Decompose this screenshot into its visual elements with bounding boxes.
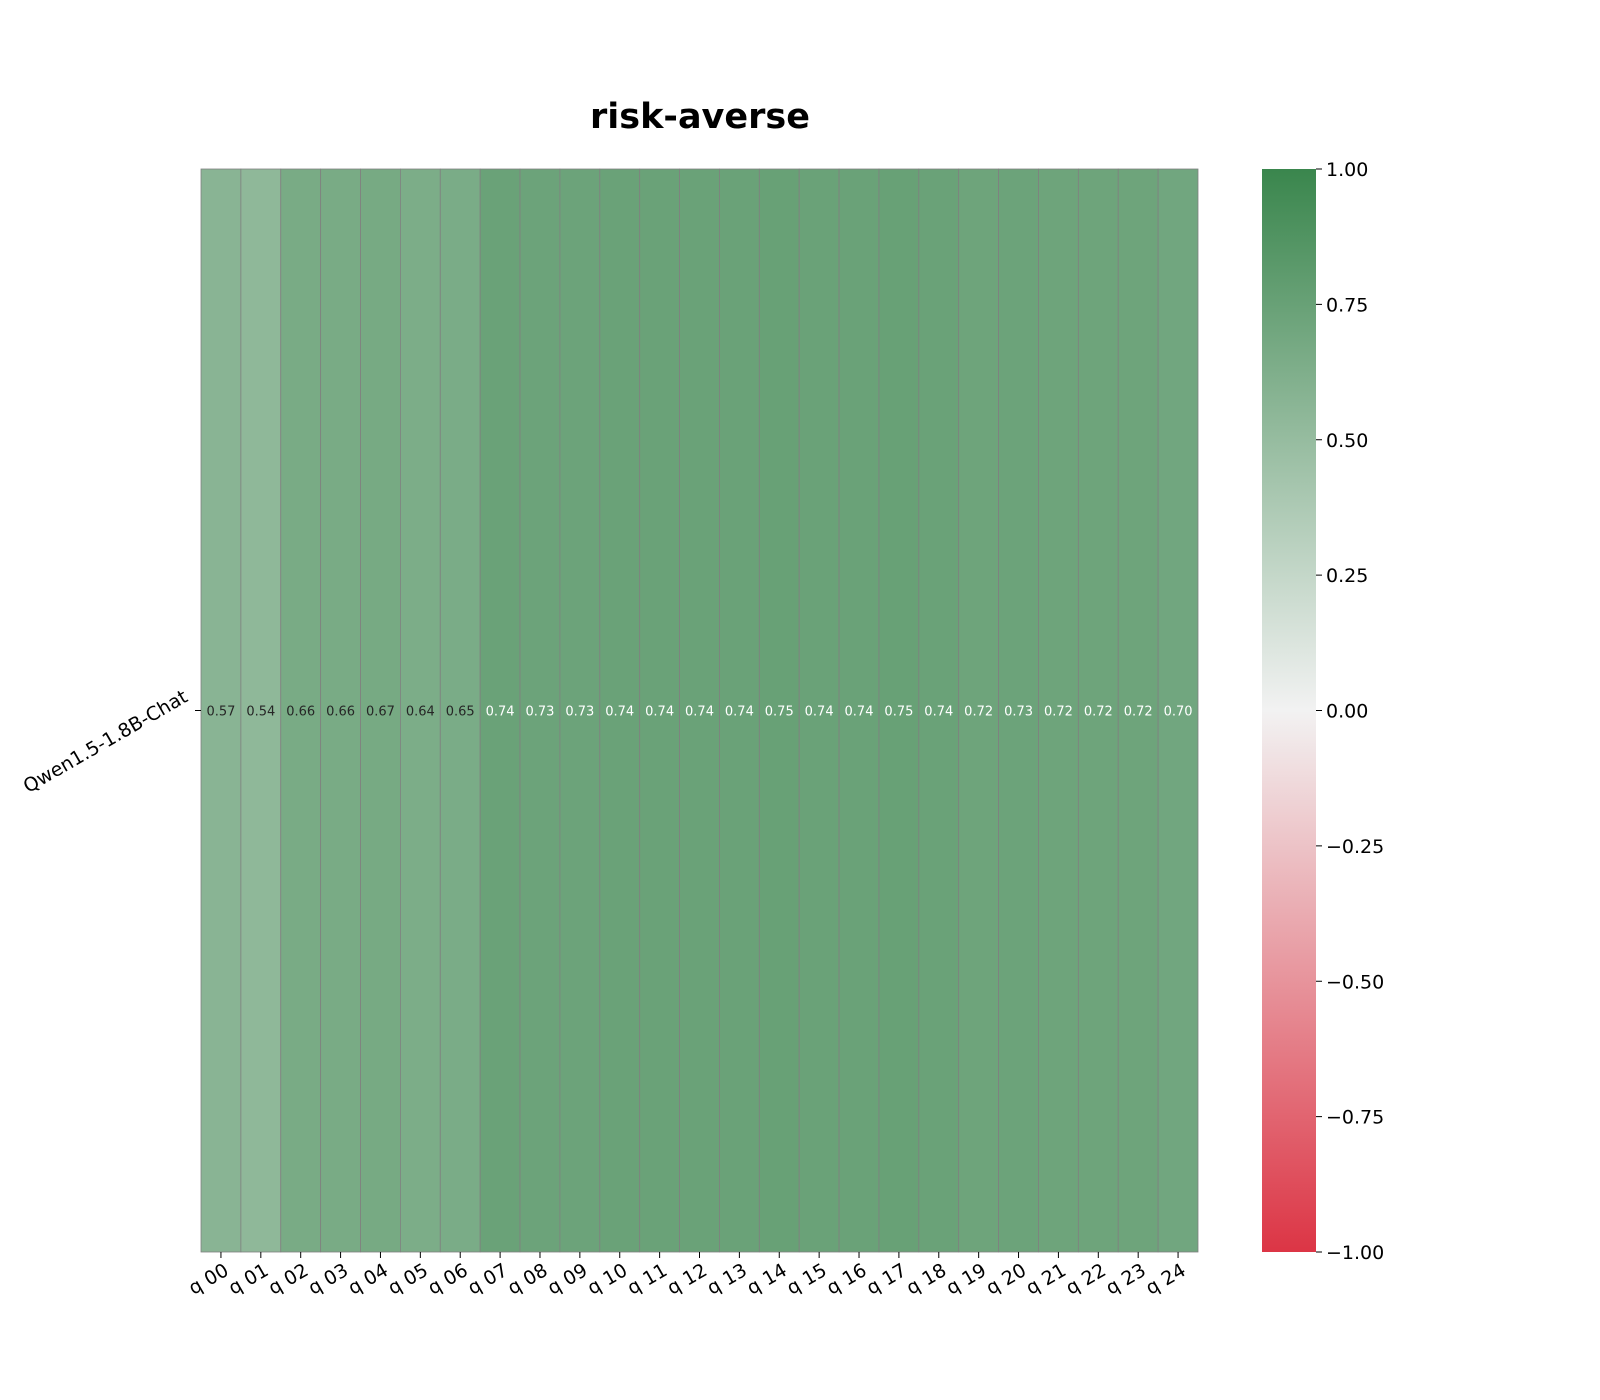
cell-value-label: 0.74 (645, 705, 674, 720)
cell-value-label: 0.74 (924, 705, 953, 720)
heatmap-cell (878, 168, 920, 1253)
colorbar-tick-label: −0.25 (1326, 836, 1384, 858)
cell-value-label: 0.73 (526, 705, 555, 720)
cell-value-label: 0.65 (446, 705, 475, 720)
cell-value-label: 0.57 (206, 705, 235, 720)
cell-value-label: 0.74 (605, 705, 634, 720)
heatmap-cell (798, 168, 840, 1253)
cell-value-label: 0.73 (565, 705, 594, 720)
heatmap-cell (320, 168, 361, 1253)
cell-value-label: 0.72 (1044, 705, 1073, 720)
heatmap-cell (479, 168, 521, 1253)
cell-value-label: 0.64 (406, 705, 435, 720)
cell-value-label: 0.66 (286, 705, 315, 720)
heatmap-cell (1038, 168, 1079, 1253)
cell-value-label: 0.72 (964, 705, 993, 720)
cell-value-label: 0.74 (725, 705, 754, 720)
heatmap-cells: 0.57 0.54 0.66 0.66 0.67 0.64 0.65 0.74 0.73 0.73… (200, 168, 1199, 1253)
y-axis-ticks: Qwen1.5-1.8B-Chat (20, 686, 201, 798)
cell-value-label: 0.67 (366, 705, 395, 720)
heatmap-cell (280, 168, 322, 1253)
cell-value-label: 0.54 (246, 705, 275, 720)
colorbar-tick-label: 0.50 (1326, 430, 1368, 452)
heatmap-cell (399, 168, 441, 1253)
heatmap-cell (1077, 168, 1119, 1253)
colorbar-tick-label: −1.00 (1326, 1242, 1384, 1264)
x-axis-ticks: q 00q 01q 02q 03q 04q 05q 06q 07q 08q 09… (185, 1252, 1190, 1299)
cell-value-label: 0.66 (326, 705, 355, 720)
x-tick-label: q 24 (1142, 1259, 1190, 1299)
cell-value-label: 0.74 (845, 705, 874, 720)
cell-value-label: 0.75 (884, 705, 913, 720)
heatmap-cell (958, 168, 999, 1253)
heatmap-cell (679, 168, 720, 1253)
heatmap-cell (838, 168, 880, 1253)
heatmap-cell (240, 168, 282, 1253)
heatmap-cell (1157, 168, 1199, 1253)
colorbar-tick-label: 0.25 (1326, 565, 1368, 587)
chart-title: risk-averse (590, 97, 810, 137)
cell-value-label: 0.74 (486, 705, 515, 720)
heatmap-cell (639, 168, 680, 1253)
colorbar-tick-label: 0.00 (1326, 701, 1368, 723)
heatmap-cell (998, 168, 1039, 1253)
heatmap-cell (918, 168, 960, 1253)
colorbar-tick-label: −0.75 (1326, 1107, 1384, 1129)
heatmap-cell (758, 168, 800, 1253)
colorbar-gradient (1262, 169, 1316, 1252)
colorbar-tick-label: 1.00 (1326, 159, 1368, 181)
colorbar: 1.00 0.75 0.50 0.25 0.00 −0.25 −0.50 −0.75 −1.00 (1262, 159, 1384, 1264)
cell-value-label: 0.72 (1084, 705, 1113, 720)
cell-value-label: 0.74 (685, 705, 714, 720)
cell-value-label: 0.70 (1164, 705, 1193, 720)
cell-value-label: 0.73 (1004, 705, 1033, 720)
y-tick-label: Qwen1.5-1.8B-Chat (20, 686, 192, 798)
cell-value-label: 0.75 (765, 705, 794, 720)
cell-value-label: 0.74 (805, 705, 834, 720)
heatmap-cell (200, 168, 242, 1253)
colorbar-tick-label: −0.50 (1326, 971, 1384, 993)
heatmap-cell (559, 168, 601, 1253)
heatmap-cell (719, 168, 760, 1253)
heatmap-cell (360, 168, 401, 1253)
cell-value-label: 0.72 (1124, 705, 1153, 720)
colorbar-tick-label: 0.75 (1326, 294, 1368, 316)
